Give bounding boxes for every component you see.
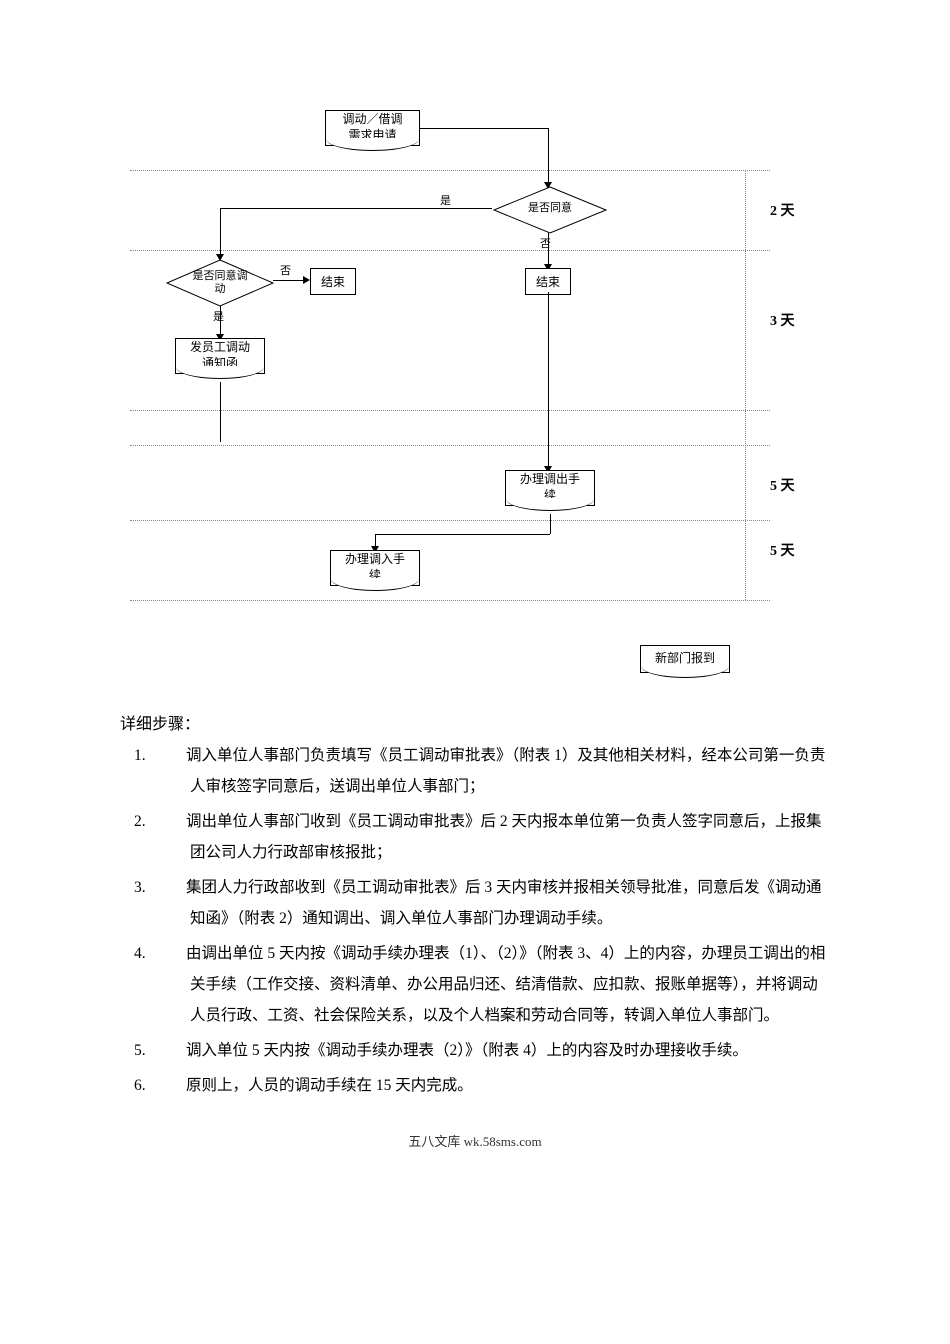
swim-row [130,410,770,411]
node-out-procedure: 办理调出手 续 [505,470,595,506]
step-item: 4.由调出单位 5 天内按《调动手续办理表（1）、（2）》（附表 3、4）上的内… [162,938,830,1031]
node-in-procedure: 办理调入手 续 [330,550,420,586]
node-end: 结束 [525,268,571,295]
step-item: 3.集团人力行政部收到《员工调动审批表》后 3 天内审核并报相关领导批准，同意后… [162,872,830,934]
swim-row [130,250,770,251]
node-end: 结束 [310,268,356,295]
time-label: 3 天 [770,310,810,330]
time-divider [745,170,746,600]
node-decision-agree: 是否同意 [490,185,600,230]
node-start: 调动／借调 需求申请 [325,110,420,146]
time-label: 5 天 [770,475,810,495]
steps-section: 详细步骤： 1.调入单位人事部门负责填写《员工调动审批表》（附表 1）及其他相关… [120,710,830,1101]
label-yes: 是 [213,308,224,324]
time-label: 2 天 [770,200,810,220]
steps-list: 1.调入单位人事部门负责填写《员工调动审批表》（附表 1）及其他相关材料，经本公… [120,740,830,1101]
steps-title: 详细步骤： [120,710,830,734]
label-yes: 是 [440,192,451,208]
node-decision-transfer: 是否同意调 动 [165,258,275,303]
node-notice: 发员工调动 通知函 [175,338,265,374]
step-item: 1.调入单位人事部门负责填写《员工调动审批表》（附表 1）及其他相关材料，经本公… [162,740,830,802]
swim-row [130,170,770,171]
footer: 五八文库 wk.58sms.com [120,1131,830,1150]
swim-row [130,600,770,601]
label-no: 否 [280,262,291,278]
step-item: 5.调入单位 5 天内按《调动手续办理表（2）》（附表 4）上的内容及时办理接收… [162,1035,830,1066]
node-report: 新部门报到 [640,645,730,673]
swim-row [130,520,770,521]
step-item: 2.调出单位人事部门收到《员工调动审批表》后 2 天内报本单位第一负责人签字同意… [162,806,830,868]
label-no: 否 [540,235,551,251]
swim-row [130,445,770,446]
time-label: 5 天 [770,540,810,560]
step-item: 6.原则上，人员的调动手续在 15 天内完成。 [162,1070,830,1101]
flowchart-container: 2 天 3 天 5 天 5 天 调动／借调 需求申请 是否同意 是 否 [130,100,830,700]
